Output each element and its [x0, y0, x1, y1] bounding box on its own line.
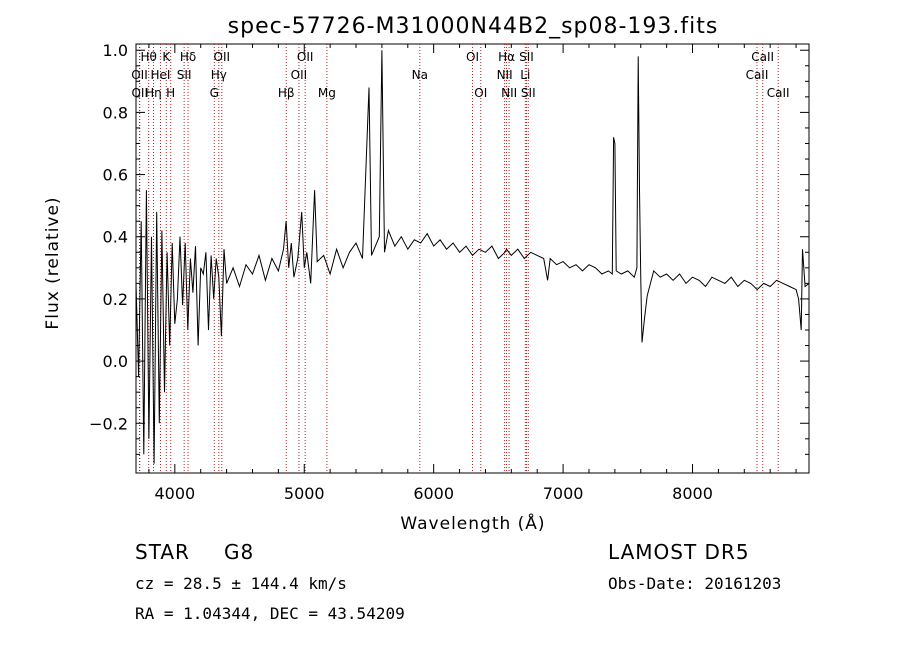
marker-label: HeI — [150, 68, 170, 82]
x-tick-label: 4000 — [154, 484, 195, 503]
marker-label: Hβ — [278, 86, 295, 100]
object-subclass: G8 — [224, 540, 255, 564]
marker-label: Na — [412, 68, 428, 82]
x-tick-label: 7000 — [543, 484, 584, 503]
marker-label: SII — [177, 68, 192, 82]
y-tick-label: 0.2 — [103, 290, 128, 309]
y-tick-label: 0.8 — [103, 103, 128, 122]
y-tick-label: −0.2 — [89, 414, 128, 433]
y-tick-label: 1.0 — [103, 41, 128, 60]
marker-label: G — [210, 86, 219, 100]
marker-label: OII — [131, 68, 148, 82]
marker-label: Mg — [318, 86, 336, 100]
x-tick-label: 5000 — [284, 484, 325, 503]
obs-date: Obs-Date: 20161203 — [608, 574, 782, 593]
marker-label: CaII — [746, 68, 769, 82]
y-tick-label: 0.4 — [103, 228, 128, 247]
spectrum-line — [135, 50, 810, 464]
marker-label: Hη — [145, 86, 162, 100]
x-axis-label: Wavelength (Å) — [400, 512, 545, 534]
marker-label: SII — [519, 50, 534, 64]
x-tick-label: 6000 — [413, 484, 454, 503]
marker-label: OI — [474, 86, 487, 100]
y-axis-label: Flux (relative) — [43, 196, 63, 329]
marker-label: NII — [497, 68, 513, 82]
marker-label: SII — [521, 86, 536, 100]
marker-label: OII — [214, 50, 231, 64]
marker-label: Hγ — [211, 68, 227, 82]
coordinates: RA = 1.04344, DEC = 43.54209 — [135, 604, 405, 623]
marker-label: CaII — [767, 86, 790, 100]
marker-label: Hθ — [140, 50, 156, 64]
x-tick-label: 8000 — [672, 484, 713, 503]
y-axis-ticks: −0.2 0.0 0.2 0.4 0.6 0.8 1.0 — [89, 41, 809, 455]
marker-label: OII — [291, 68, 308, 82]
marker-label: H — [166, 86, 175, 100]
marker-label: K — [162, 50, 171, 64]
object-class: STAR — [135, 540, 190, 564]
marker-label: CaII — [751, 50, 774, 64]
redshift-cz: cz = 28.5 ± 144.4 km/s — [135, 574, 347, 593]
chart-title: spec-57726-M31000N44B2_sp08-193.fits — [228, 14, 719, 39]
plot-frame — [135, 43, 810, 474]
marker-label: Hα — [498, 50, 515, 64]
y-tick-label: 0.6 — [103, 166, 128, 185]
y-tick-label: 0.0 — [103, 352, 128, 371]
survey-name: LAMOST DR5 — [608, 540, 750, 564]
marker-label: NII — [501, 86, 517, 100]
marker-label: OI — [466, 50, 479, 64]
marker-label: Li — [520, 68, 530, 82]
x-axis-ticks: 4000 5000 6000 7000 8000 — [148, 44, 797, 503]
marker-label: Hδ — [180, 50, 196, 64]
line-marker-lines — [138, 44, 779, 473]
marker-label: OII — [297, 50, 314, 64]
marker-label: OII — [131, 86, 148, 100]
